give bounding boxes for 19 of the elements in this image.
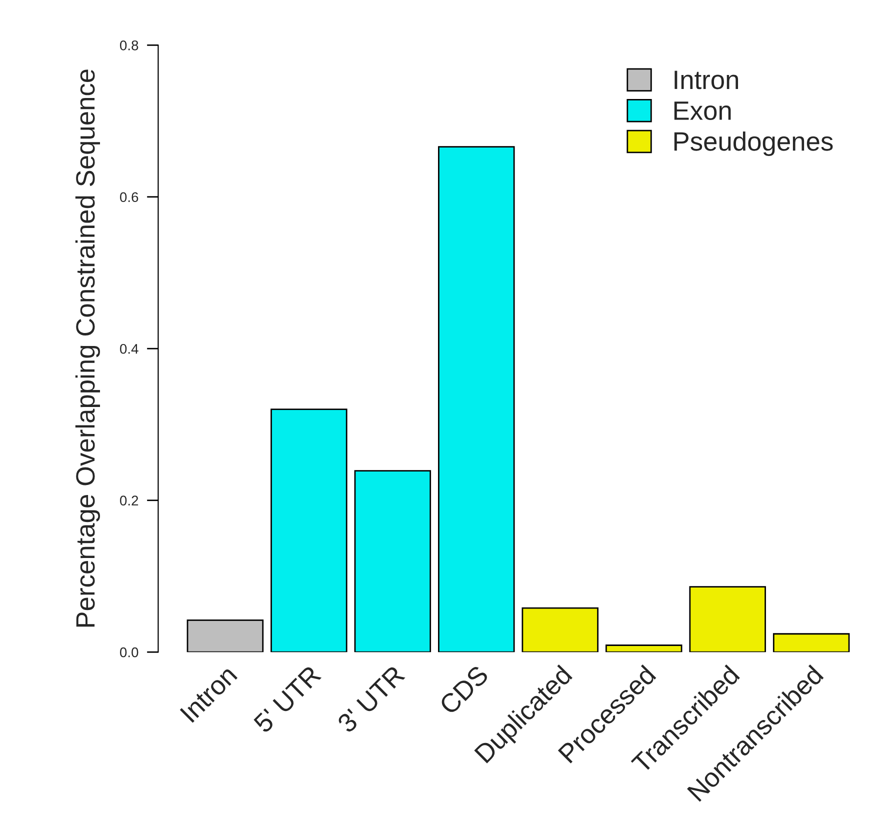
bar <box>772 633 850 652</box>
y-tick-label: 0.8 <box>120 40 138 50</box>
y-tick-label: 0.4 <box>120 344 138 354</box>
y-tick-label: 0.0 <box>120 647 138 658</box>
bar <box>689 586 766 652</box>
y-axis-title: Percentage Overlapping Constrained Sequence <box>75 70 100 627</box>
y-tick-label: 0.2 <box>120 496 138 506</box>
x-tick-label: 3' UTR <box>336 664 406 734</box>
bar <box>522 607 599 652</box>
bar <box>270 408 348 652</box>
bar <box>354 470 432 652</box>
bar <box>186 620 264 652</box>
bar <box>438 146 515 652</box>
x-tick-label: 5' UTR <box>252 664 322 734</box>
legend-label: Intron <box>674 70 738 90</box>
bar <box>605 644 682 652</box>
y-tick-label: 0.6 <box>120 192 138 202</box>
legend-label: Pseudogenes <box>674 131 833 156</box>
legend-label: Exon <box>674 102 731 120</box>
